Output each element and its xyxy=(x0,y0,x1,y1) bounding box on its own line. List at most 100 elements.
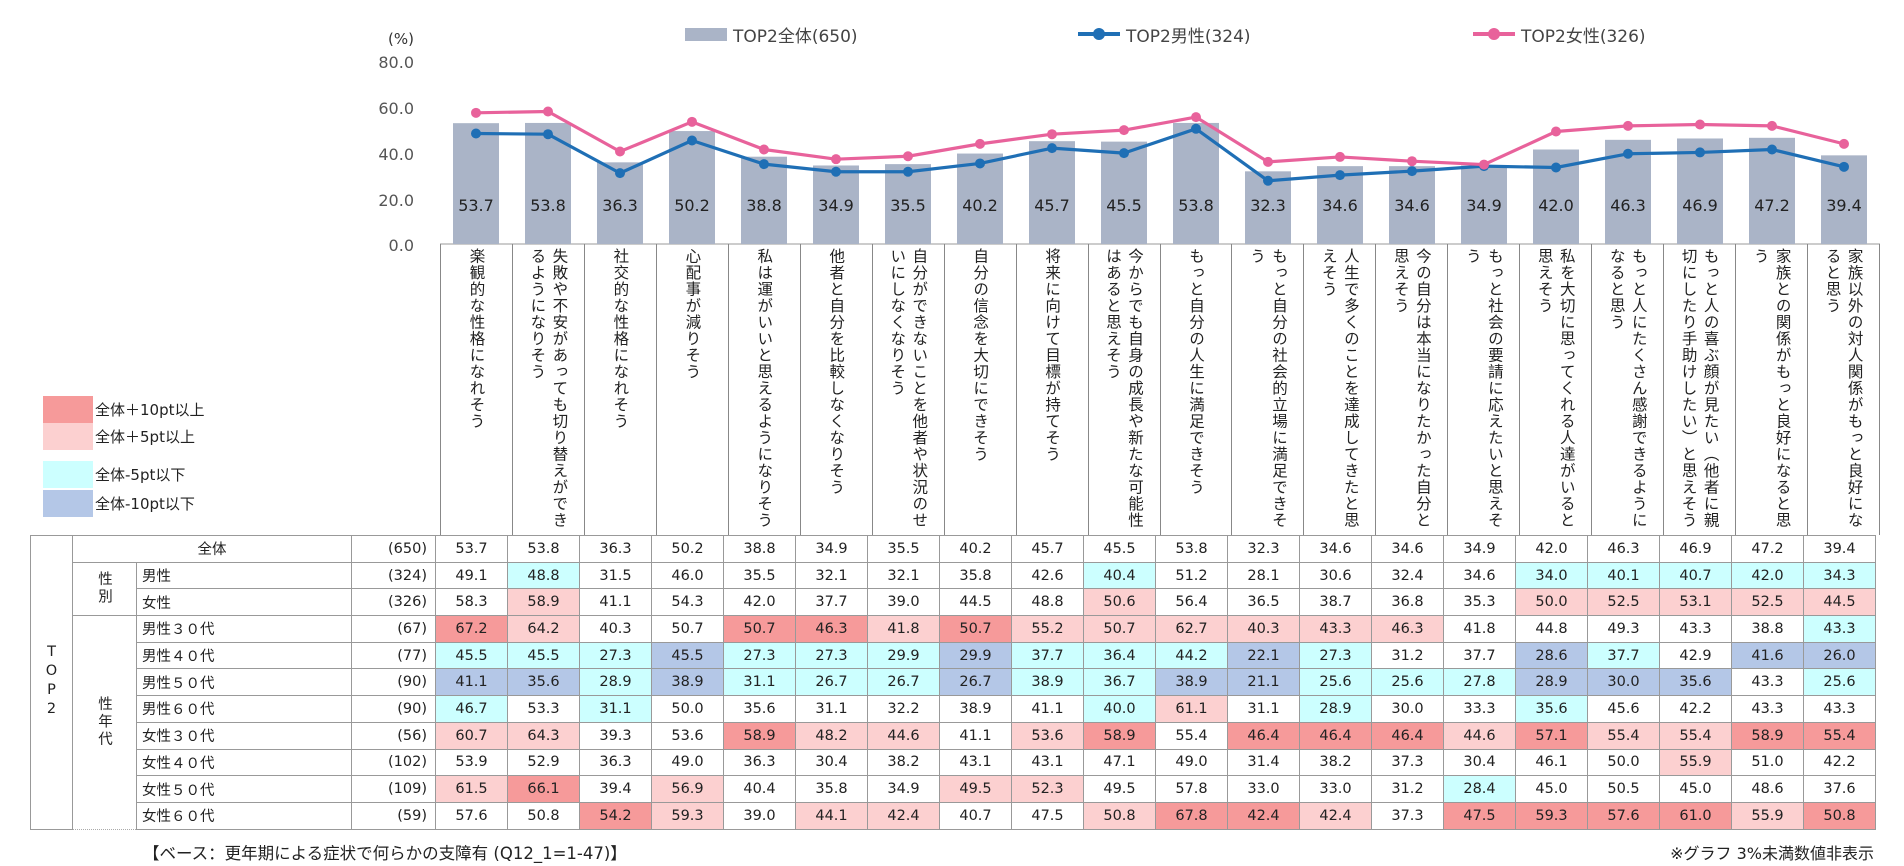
table-cell: 33.3 xyxy=(1443,695,1516,723)
line-point-female xyxy=(903,151,913,162)
color-swatch xyxy=(43,461,93,488)
table-cell: 46.3 xyxy=(1587,535,1660,563)
table-cell: 35.5 xyxy=(867,535,940,563)
table-cell: 51.0 xyxy=(1731,748,1804,777)
line-point-male xyxy=(759,159,769,170)
table-cell: 32.1 xyxy=(795,561,868,590)
line-point-male xyxy=(615,168,625,179)
age-group-cell: 性年代 xyxy=(72,615,137,830)
bar-data-label: 34.6 xyxy=(1394,196,1430,215)
line-point-male xyxy=(687,135,697,146)
line-point-male xyxy=(1191,123,1201,134)
line-point-female xyxy=(1263,156,1273,167)
table-cell: 39.4 xyxy=(579,775,652,803)
table-cell: 28.1 xyxy=(1227,561,1300,590)
table-cell: 52.9 xyxy=(507,748,580,777)
category-label: 心配事が減りそう xyxy=(683,248,702,380)
table-cell: 44.6 xyxy=(1443,721,1516,750)
y-tick-label: 20.0 xyxy=(378,191,414,210)
table-cell: 36.4 xyxy=(1083,641,1156,670)
table-cell: 33.0 xyxy=(1299,775,1372,803)
category-label: 家族との関係がもっと良好になると思う xyxy=(1751,248,1792,529)
category-label: 今からでも自身の成長や新たな可能性はあると思えそう xyxy=(1104,248,1145,529)
table-cell: 42.6 xyxy=(1011,561,1084,590)
table-cell: 38.7 xyxy=(1299,588,1372,617)
line-point-female xyxy=(1407,156,1417,167)
table-cell: 38.9 xyxy=(1155,668,1228,697)
table-cell: 38.9 xyxy=(1011,668,1084,697)
category-column: 他者と自分を比較しなくなりそう xyxy=(801,244,873,535)
color-key-label: 全体＋5pt以上 xyxy=(95,428,195,446)
y-tick-label: 60.0 xyxy=(378,99,414,118)
gender-group-cell: 性別 xyxy=(72,561,137,617)
table-cell: 67.2 xyxy=(435,615,508,643)
category-column: 人生で多くのことを達成してきたと思えそう xyxy=(1304,244,1377,535)
row-label: 女性３０代 xyxy=(136,721,352,750)
table-cell: 61.1 xyxy=(1155,695,1228,723)
bar-data-label: 36.3 xyxy=(602,196,638,215)
category-column: 今の自分は本当になりたかった自分と思えそう xyxy=(1376,244,1449,535)
table-cell: 40.7 xyxy=(939,801,1012,830)
row-sample-size: (90) xyxy=(351,695,436,723)
bar-data-label: 53.8 xyxy=(1178,196,1214,215)
table-cell: 59.3 xyxy=(651,801,724,830)
legend-label: TOP2女性(326) xyxy=(1521,26,1646,47)
table-cell: 64.3 xyxy=(507,721,580,750)
table-cell: 27.3 xyxy=(1299,641,1372,670)
table-cell: 31.1 xyxy=(723,668,796,697)
table-cell: 48.8 xyxy=(1011,588,1084,617)
table-cell: 30.6 xyxy=(1299,561,1372,590)
table-cell: 38.9 xyxy=(651,668,724,697)
line-point-female xyxy=(543,106,553,117)
line-point-female xyxy=(1623,120,1633,131)
table-cell: 36.3 xyxy=(579,535,652,563)
table-cell: 37.7 xyxy=(1011,641,1084,670)
y-tick-label: 0.0 xyxy=(388,236,414,255)
table-cell: 34.9 xyxy=(867,775,940,803)
table-row: 女性６０代 (59) 57.6 50.8 54.2 59.3 39.0 44.1 42.4 40.… xyxy=(31,801,1876,830)
category-column: 家族以外の対人関係がもっと良好になると思う xyxy=(1808,244,1879,535)
table-cell: 42.0 xyxy=(1731,561,1804,590)
table-cell: 47.5 xyxy=(1443,801,1516,830)
table-cell: 31.2 xyxy=(1371,641,1444,670)
table-cell: 43.3 xyxy=(1659,615,1732,643)
table-cell: 39.3 xyxy=(579,721,652,750)
table-row: 男性５０代 (90) 41.1 35.6 28.9 38.9 31.1 26.7 26.7 26.… xyxy=(31,668,1876,697)
category-label: 今の自分は本当になりたかった自分と思えそう xyxy=(1391,248,1432,529)
table-cell: 40.0 xyxy=(1083,695,1156,723)
table-cell: 61.5 xyxy=(435,775,508,803)
table-cell: 52.5 xyxy=(1731,588,1804,617)
line-point-male xyxy=(543,129,553,140)
category-column: 自分ができないことを他者や状況のせいにしなくなりそう xyxy=(873,244,945,535)
category-label: もっと社会の要請に応えたいと思えそう xyxy=(1463,248,1504,529)
category-label: 家族以外の対人関係がもっと良好になると思う xyxy=(1823,248,1864,529)
table-cell: 40.7 xyxy=(1659,561,1732,590)
table-cell: 40.1 xyxy=(1587,561,1660,590)
row-label: 男性３０代 xyxy=(136,615,352,643)
combo-chart: 53.7 53.8 36.3 50.2 38.8 34.9 35.5 40.2 45.7 45.5… xyxy=(440,106,1880,245)
table-cell: 50.0 xyxy=(651,695,724,723)
table-cell: 43.3 xyxy=(1731,695,1804,723)
table-cell: 50.8 xyxy=(1803,801,1876,830)
y-tick-label: 80.0 xyxy=(378,53,414,72)
row-sample-size: (56) xyxy=(351,721,436,750)
table-cell: 55.2 xyxy=(1011,615,1084,643)
table-cell: 34.0 xyxy=(1515,561,1588,590)
legend-bar-swatch xyxy=(685,27,727,41)
table-cell: 44.8 xyxy=(1515,615,1588,643)
table-cell: 28.9 xyxy=(1515,668,1588,697)
row-sample-size: (77) xyxy=(351,641,436,670)
table-cell: 35.8 xyxy=(939,561,1012,590)
category-label: 私を大切に思ってくれる人達がいると思えそう xyxy=(1535,248,1576,529)
group-label-cell: TOP2 xyxy=(30,535,73,830)
row-sample-size: (324) xyxy=(351,561,436,590)
bar-data-label: 50.2 xyxy=(674,196,710,215)
unit-label: (%) xyxy=(388,30,414,48)
table-cell: 31.1 xyxy=(579,695,652,723)
category-column: 心配事が減りそう xyxy=(657,244,729,535)
color-key-label: 全体＋10pt以上 xyxy=(95,401,205,419)
table-cell: 39.0 xyxy=(867,588,940,617)
table-cell: 35.6 xyxy=(1515,695,1588,723)
table-cell: 46.3 xyxy=(1371,615,1444,643)
line-point-female xyxy=(1551,126,1561,137)
